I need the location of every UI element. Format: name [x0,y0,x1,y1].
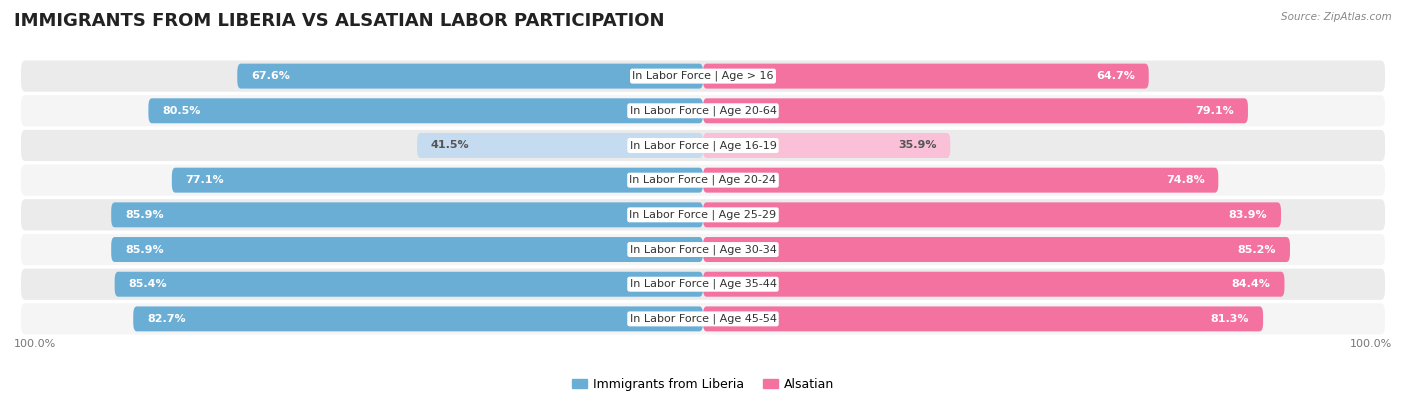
Text: In Labor Force | Age 20-64: In Labor Force | Age 20-64 [630,105,776,116]
FancyBboxPatch shape [703,202,1281,228]
Text: In Labor Force | Age 30-34: In Labor Force | Age 30-34 [630,244,776,255]
Text: 79.1%: 79.1% [1195,106,1234,116]
Text: 85.9%: 85.9% [125,245,163,254]
FancyBboxPatch shape [21,234,1385,265]
Text: 81.3%: 81.3% [1211,314,1250,324]
FancyBboxPatch shape [149,98,703,123]
FancyBboxPatch shape [21,60,1385,92]
FancyBboxPatch shape [115,272,703,297]
Text: 41.5%: 41.5% [430,141,470,150]
Text: In Labor Force | Age 20-24: In Labor Force | Age 20-24 [630,175,776,185]
FancyBboxPatch shape [21,269,1385,300]
Text: 100.0%: 100.0% [14,339,56,349]
Text: In Labor Force | Age 35-44: In Labor Force | Age 35-44 [630,279,776,290]
Text: 84.4%: 84.4% [1232,279,1271,289]
Text: 77.1%: 77.1% [186,175,224,185]
FancyBboxPatch shape [21,130,1385,161]
FancyBboxPatch shape [21,165,1385,196]
Text: Source: ZipAtlas.com: Source: ZipAtlas.com [1281,12,1392,22]
Text: In Labor Force | Age > 16: In Labor Force | Age > 16 [633,71,773,81]
FancyBboxPatch shape [703,98,1249,123]
Legend: Immigrants from Liberia, Alsatian: Immigrants from Liberia, Alsatian [567,373,839,395]
FancyBboxPatch shape [172,167,703,193]
Text: 67.6%: 67.6% [252,71,290,81]
FancyBboxPatch shape [418,133,703,158]
Text: IMMIGRANTS FROM LIBERIA VS ALSATIAN LABOR PARTICIPATION: IMMIGRANTS FROM LIBERIA VS ALSATIAN LABO… [14,12,665,30]
FancyBboxPatch shape [703,307,1263,331]
Text: In Labor Force | Age 45-54: In Labor Force | Age 45-54 [630,314,776,324]
Text: 100.0%: 100.0% [1350,339,1392,349]
FancyBboxPatch shape [703,167,1219,193]
Text: 83.9%: 83.9% [1229,210,1267,220]
FancyBboxPatch shape [703,64,1149,88]
FancyBboxPatch shape [21,199,1385,230]
Text: 74.8%: 74.8% [1166,175,1205,185]
Text: 64.7%: 64.7% [1097,71,1135,81]
Text: 80.5%: 80.5% [162,106,201,116]
FancyBboxPatch shape [703,237,1289,262]
FancyBboxPatch shape [111,202,703,228]
Text: 35.9%: 35.9% [898,141,936,150]
FancyBboxPatch shape [134,307,703,331]
FancyBboxPatch shape [111,237,703,262]
Text: 82.7%: 82.7% [148,314,186,324]
FancyBboxPatch shape [238,64,703,88]
Text: In Labor Force | Age 25-29: In Labor Force | Age 25-29 [630,210,776,220]
FancyBboxPatch shape [703,272,1285,297]
FancyBboxPatch shape [703,133,950,158]
Text: 85.4%: 85.4% [128,279,167,289]
Text: 85.9%: 85.9% [125,210,163,220]
Text: In Labor Force | Age 16-19: In Labor Force | Age 16-19 [630,140,776,151]
Text: 85.2%: 85.2% [1237,245,1277,254]
FancyBboxPatch shape [21,95,1385,126]
FancyBboxPatch shape [21,303,1385,335]
